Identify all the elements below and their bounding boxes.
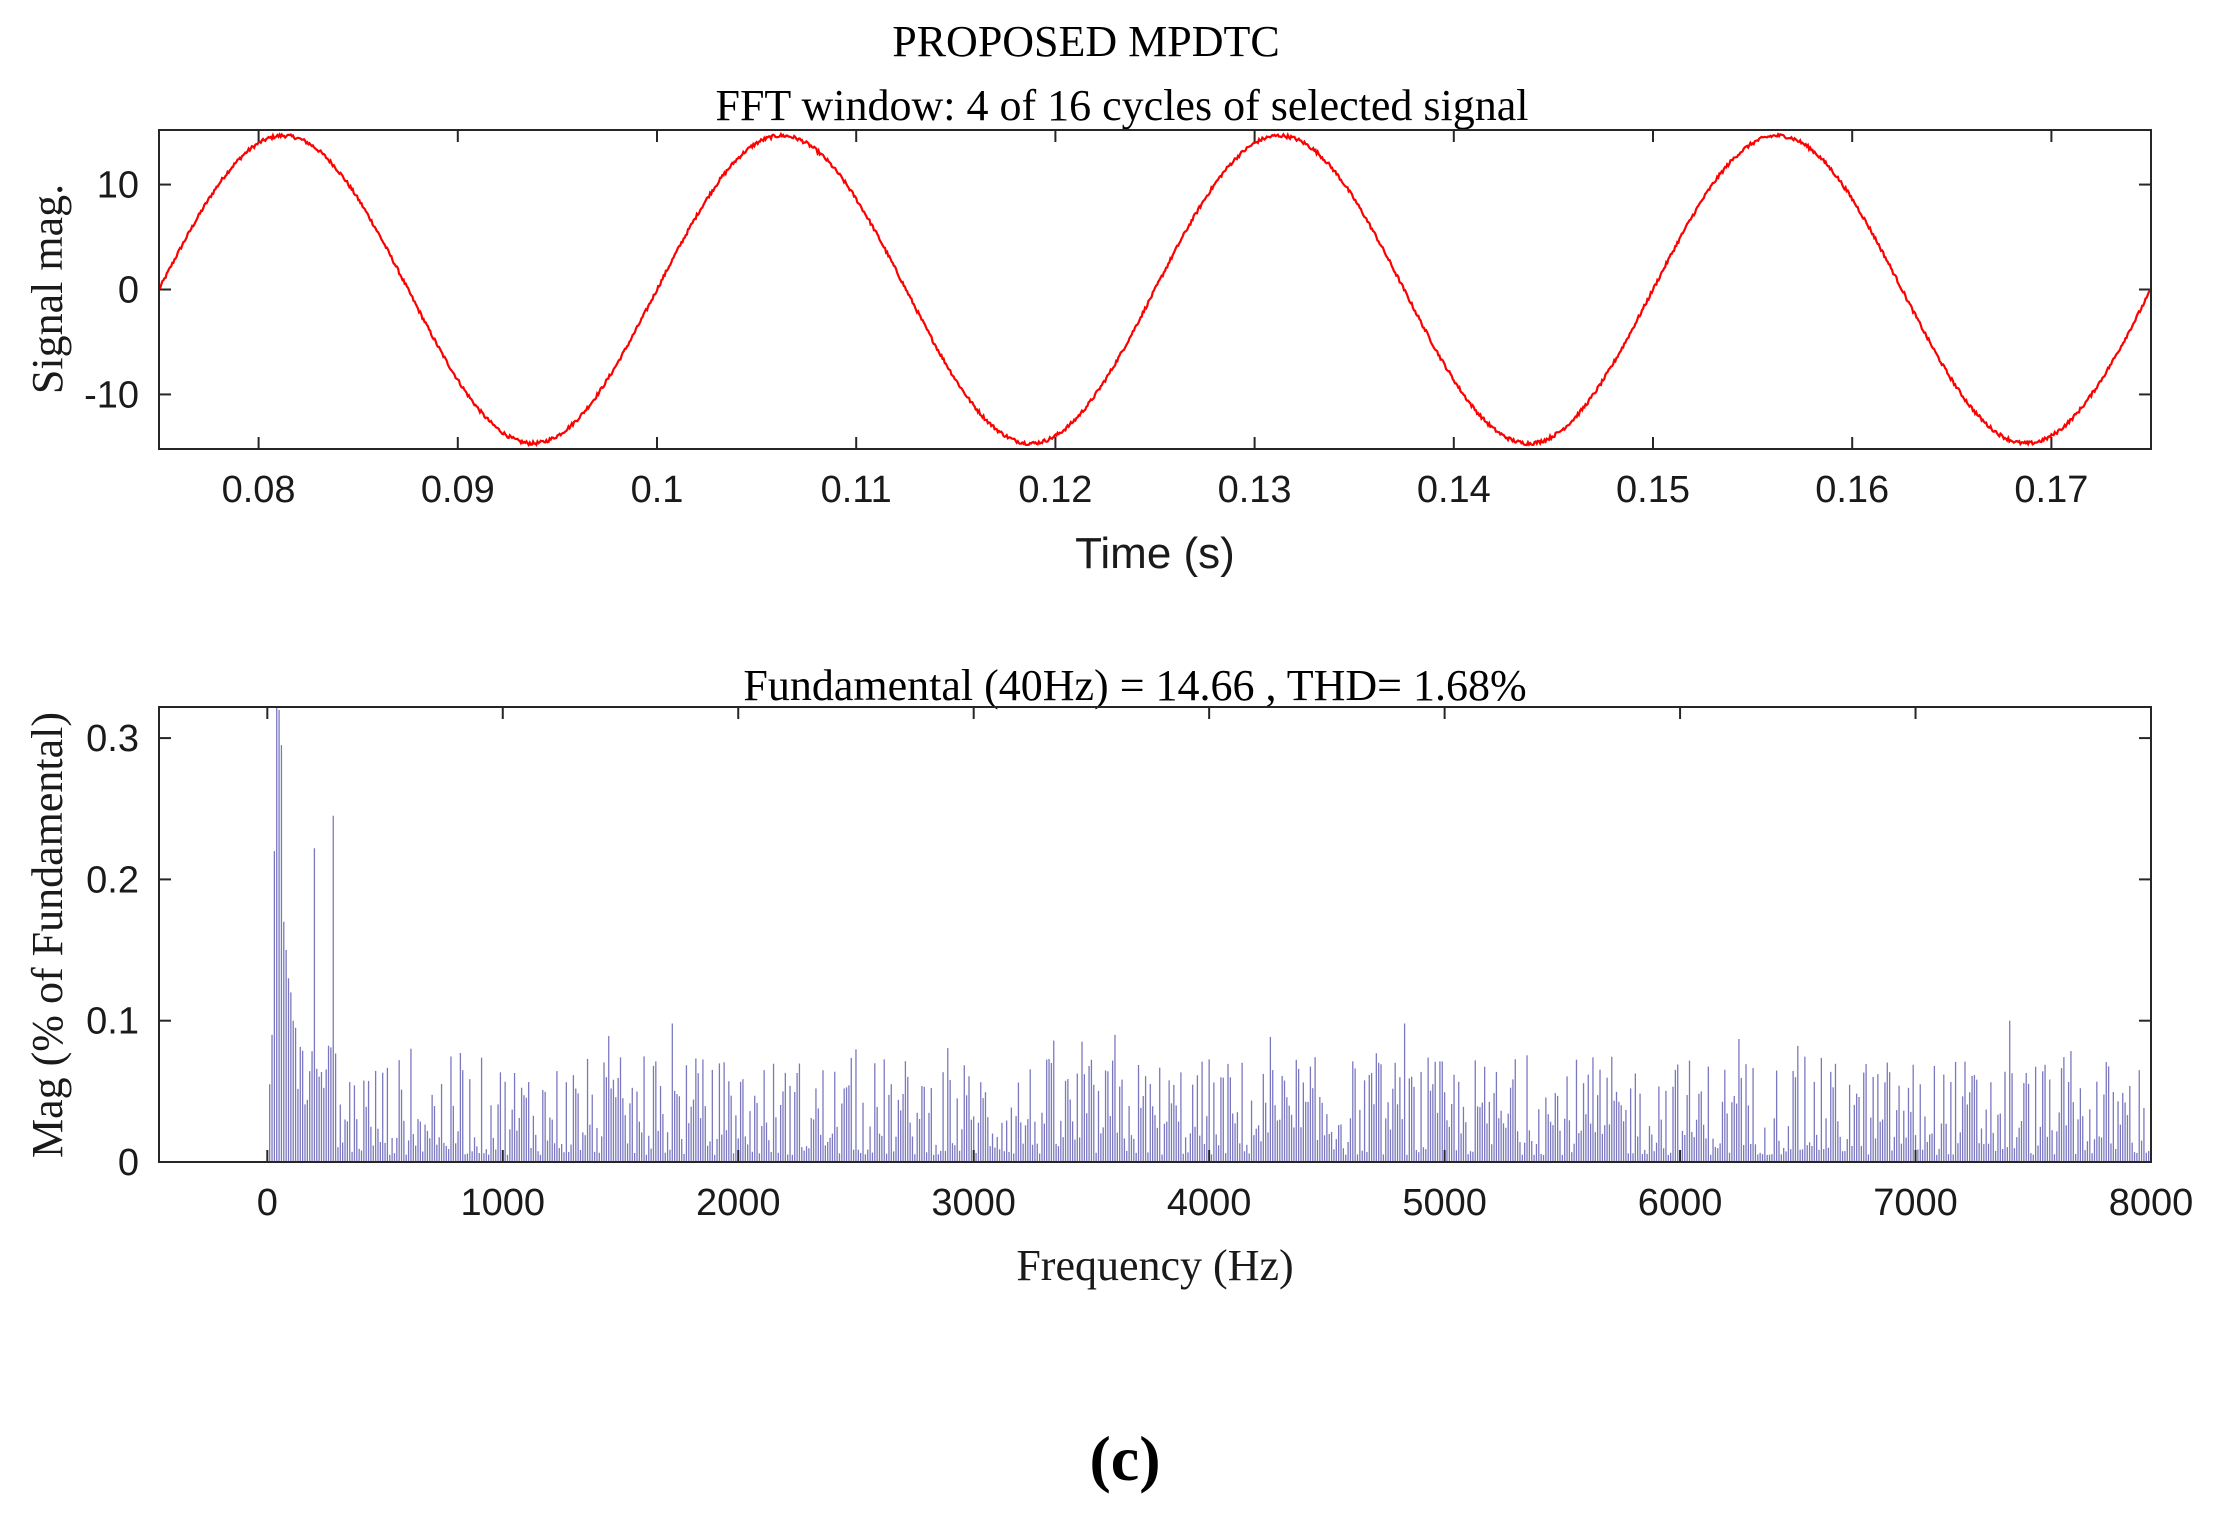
figure-caption: (c) — [1089, 1423, 1160, 1494]
signal-plot-y-tick-labels: -10 0 10 — [84, 165, 139, 417]
signal-x-tick-label: 0.13 — [1218, 469, 1292, 511]
signal-x-tick-label: 0.11 — [821, 469, 892, 511]
signal-plot-x-tick-labels: 0.08 0.09 0.1 0.11 0.12 0.13 0.14 0.15 0.16 0.17 — [222, 469, 2089, 511]
spectrum-plot-x-tick-labels: 0 1000 2000 3000 4000 5000 6000 7000 8000 — [257, 1182, 2194, 1224]
spectrum-plot-x-label: Frequency (Hz) — [1016, 1241, 1293, 1290]
signal-line — [158, 131, 2152, 448]
figure-title: PROPOSED MPDTC — [892, 17, 1280, 66]
spectrum-bars — [269, 707, 2152, 1162]
spectrum-x-tick-label: 1000 — [460, 1182, 545, 1224]
signal-y-tick-label: 10 — [97, 165, 139, 207]
spectrum-x-tick-label: 4000 — [1167, 1182, 1252, 1224]
signal-x-tick-label: 0.15 — [1616, 469, 1690, 511]
spectrum-plot-frame — [158, 706, 2152, 1163]
signal-y-tick-label: 0 — [118, 270, 139, 312]
signal-plot-frame — [158, 129, 2152, 450]
spectrum-x-tick-label: 2000 — [696, 1182, 781, 1224]
spectrum-x-tick-label: 3000 — [931, 1182, 1016, 1224]
spectrum-x-tick-label: 8000 — [2109, 1182, 2194, 1224]
signal-x-tick-label: 0.1 — [631, 469, 684, 511]
signal-plot-x-label: Time (s) — [1075, 529, 1235, 578]
spectrum-plot-ticks — [159, 707, 2152, 1163]
spectrum-y-tick-label: 0.1 — [86, 1001, 139, 1043]
signal-plot: FFT window: 4 of 16 cycles of selected s… — [23, 81, 2152, 578]
signal-x-tick-label: 0.08 — [222, 469, 296, 511]
signal-x-tick-label: 0.17 — [2014, 469, 2088, 511]
signal-plot-title: FFT window: 4 of 16 cycles of selected s… — [715, 81, 1528, 130]
signal-plot-ticks — [159, 130, 2151, 449]
spectrum-y-tick-label: 0.2 — [86, 859, 139, 901]
signal-plot-y-label: Signal mag. — [23, 184, 72, 394]
signal-x-tick-label: 0.09 — [421, 469, 495, 511]
signal-x-tick-label: 0.14 — [1417, 469, 1491, 511]
spectrum-y-tick-label: 0.3 — [86, 718, 139, 760]
signal-x-tick-label: 0.16 — [1815, 469, 1889, 511]
spectrum-x-tick-label: 0 — [257, 1182, 278, 1224]
spectrum-plot-y-label: Mag (% of Fundamental) — [23, 712, 72, 1158]
spectrum-plot-title: Fundamental (40Hz) = 14.66 , THD= 1.68% — [743, 661, 1526, 710]
spectrum-plot-y-tick-labels: 0 0.1 0.2 0.3 — [86, 718, 139, 1184]
spectrum-x-tick-label: 7000 — [1873, 1182, 1958, 1224]
signal-y-tick-label: -10 — [84, 374, 139, 416]
spectrum-plot: Fundamental (40Hz) = 14.66 , THD= 1.68% … — [23, 661, 2193, 1290]
spectrum-y-tick-label: 0 — [118, 1142, 139, 1184]
spectrum-x-tick-label: 5000 — [1402, 1182, 1487, 1224]
signal-x-tick-label: 0.12 — [1018, 469, 1092, 511]
spectrum-x-tick-label: 6000 — [1638, 1182, 1723, 1224]
